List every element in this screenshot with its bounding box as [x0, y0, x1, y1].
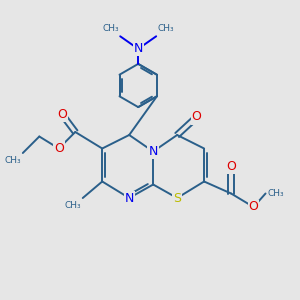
- Text: CH₃: CH₃: [5, 156, 21, 165]
- Text: N: N: [148, 145, 158, 158]
- Text: S: S: [173, 191, 181, 205]
- Text: O: O: [249, 200, 259, 214]
- Text: CH₃: CH₃: [102, 24, 119, 33]
- Text: O: O: [226, 160, 236, 173]
- Text: O: O: [192, 110, 202, 124]
- Text: O: O: [54, 142, 64, 155]
- Text: N: N: [124, 191, 134, 205]
- Text: O: O: [57, 107, 67, 121]
- Text: N: N: [134, 42, 143, 56]
- Text: CH₃: CH₃: [158, 24, 174, 33]
- Text: CH₃: CH₃: [267, 189, 284, 198]
- Text: CH₃: CH₃: [64, 201, 81, 210]
